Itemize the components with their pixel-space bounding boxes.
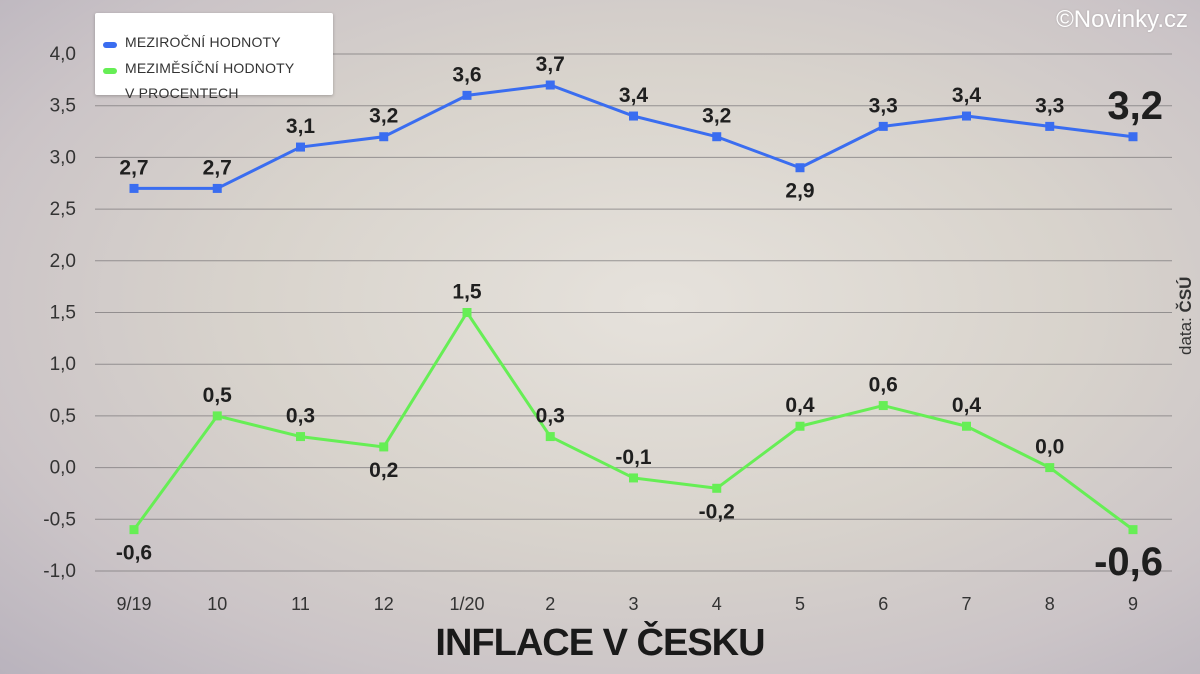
y-axis: 4,0 3,5 3,0 2,5 2,0 1,5 1,0 0,5 0,0 -0,5 -1,0: [43, 44, 76, 582]
x-axis: 9/19 10 11 12 1/20 2 3 4 5 6 7 8 9: [116, 594, 1138, 614]
x-tick-label: 9/19: [116, 594, 151, 614]
data-label: -0,1: [615, 446, 652, 469]
data-label: 1,5: [452, 281, 482, 304]
data-label: 2,7: [119, 156, 148, 179]
y-tick-label: 2,5: [50, 199, 76, 220]
data-label: -0,6: [1094, 540, 1163, 584]
data-point: [296, 142, 305, 152]
y-tick-label: 0,0: [50, 458, 76, 479]
data-point: [629, 111, 638, 121]
data-point: [878, 401, 888, 411]
legend-label-yoy: MEZIROČNÍ HODNOTY: [125, 34, 281, 50]
data-point: [379, 442, 389, 452]
data-label: 3,6: [452, 63, 481, 86]
x-tick-label: 6: [878, 594, 888, 614]
data-label: 0,6: [869, 374, 898, 397]
data-label: 3,2: [702, 105, 731, 128]
series-points: [129, 80, 1138, 535]
legend-swatch-yoy: [103, 42, 117, 48]
legend-label-mom: MEZIMĚSÍČNÍ HODNOTY: [125, 60, 295, 76]
data-label: 3,4: [952, 84, 982, 107]
data-point: [129, 183, 139, 193]
data-point: [795, 163, 805, 173]
y-tick-label: 4,0: [50, 44, 76, 65]
data-point: [1045, 463, 1055, 473]
x-tick-label: 5: [795, 594, 805, 614]
legend: MEZIROČNÍ HODNOTY MEZIMĚSÍČNÍ HODNOTY V …: [95, 13, 333, 101]
data-label: 0,4: [952, 394, 982, 417]
data-label: -0,2: [699, 500, 735, 523]
data-point: [129, 525, 139, 535]
data-point: [1045, 121, 1055, 131]
x-tick-label: 3: [628, 594, 638, 614]
source-prefix: data:: [1176, 312, 1195, 355]
data-point: [212, 183, 222, 193]
y-tick-label: 1,0: [50, 354, 76, 375]
x-tick-label: 7: [961, 594, 971, 614]
data-point: [962, 421, 971, 431]
x-tick-label: 9: [1128, 594, 1138, 614]
y-tick-label: -0,5: [43, 509, 76, 530]
data-label: 0,3: [286, 405, 315, 428]
data-label: 3,3: [1035, 94, 1064, 117]
data-point: [296, 432, 305, 442]
data-label: -0,6: [116, 542, 152, 565]
data-point: [212, 411, 222, 421]
y-tick-label: 0,5: [50, 406, 76, 427]
data-label: 0,2: [369, 459, 398, 482]
watermark: ©Novinky.cz: [1056, 6, 1188, 33]
x-tick-label: 2: [545, 594, 555, 614]
x-tick-label: 10: [207, 594, 227, 614]
legend-label-mom-line2: V PROCENTECH: [125, 85, 239, 101]
x-tick-label: 4: [712, 594, 722, 614]
data-labels: 2,7 2,7 3,1 3,2 3,6 3,7 3,4 3,2 2,9 3,3 3,4 3,3 3,2 -…: [116, 53, 1163, 584]
y-tick-label: 1,5: [50, 303, 76, 324]
data-label: 3,2: [1107, 84, 1163, 128]
data-label: 2,7: [203, 156, 232, 179]
grid-lines: [95, 53, 1172, 572]
y-tick-label: -1,0: [43, 561, 76, 582]
data-point: [878, 121, 888, 131]
data-point: [462, 90, 472, 100]
data-label: 3,7: [536, 53, 565, 76]
data-point: [1128, 525, 1138, 535]
source-name: ČSÚ: [1176, 276, 1195, 313]
data-point: [462, 308, 472, 317]
y-tick-label: 3,5: [50, 96, 76, 117]
data-label: 2,9: [785, 180, 814, 203]
data-point: [712, 132, 722, 142]
x-tick-label: 1/20: [449, 594, 484, 614]
data-label: 3,3: [869, 94, 898, 117]
data-label: 3,1: [286, 115, 316, 138]
data-point: [1128, 132, 1138, 142]
data-label: 0,5: [203, 384, 233, 407]
data-point: [712, 483, 722, 493]
data-point: [379, 132, 389, 142]
x-tick-label: 12: [374, 594, 394, 614]
data-point: [545, 432, 555, 442]
data-label: 3,4: [619, 84, 649, 107]
data-label: 0,3: [536, 405, 565, 428]
x-tick-label: 8: [1045, 594, 1055, 614]
source-credit: data: ČSÚ: [1176, 277, 1196, 355]
legend-swatch-mom: [103, 68, 117, 74]
data-label: 0,0: [1035, 436, 1064, 459]
data-point: [795, 421, 805, 431]
y-tick-label: 3,0: [50, 147, 76, 168]
data-point: [629, 473, 638, 483]
data-point: [962, 111, 971, 121]
x-tick-label: 11: [291, 594, 310, 614]
data-point: [545, 80, 555, 90]
series-line: [132, 311, 1134, 531]
chart-title: INFLACE V ČESKU: [435, 622, 765, 664]
y-tick-label: 2,0: [50, 251, 76, 272]
data-label: 3,2: [369, 105, 398, 128]
data-label: 0,4: [785, 394, 815, 417]
